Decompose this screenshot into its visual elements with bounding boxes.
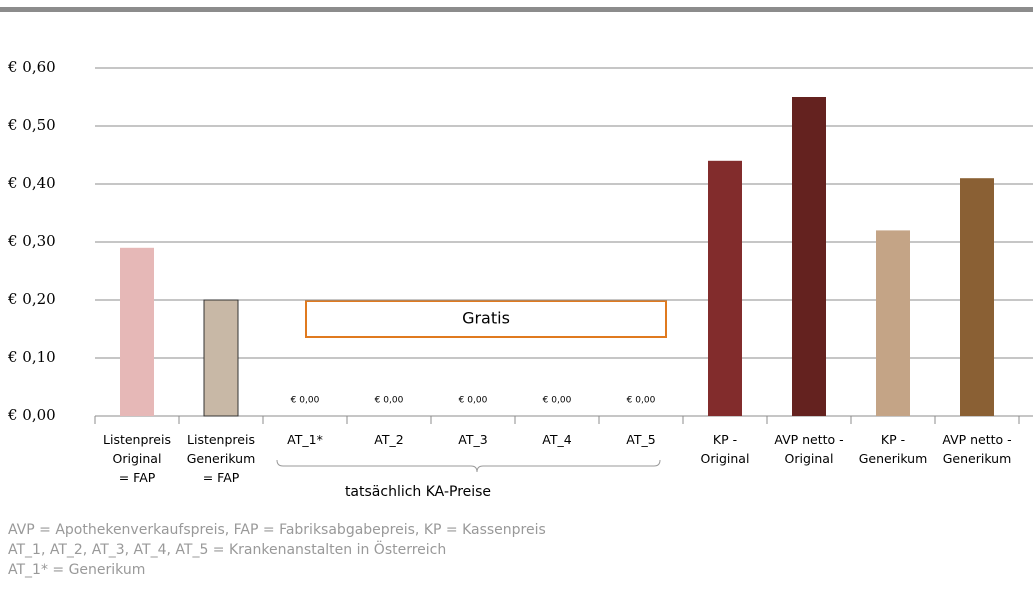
value-label: € 0,00: [375, 396, 404, 406]
x-tick-label-line: AT_1*: [287, 432, 323, 447]
x-tick-label-line: KP -: [713, 432, 737, 447]
x-tick-label-line: Original: [785, 451, 834, 466]
brace: [276, 459, 661, 473]
x-tick-label-line: AT_4: [542, 432, 571, 447]
gratis-label: Gratis: [462, 309, 510, 328]
x-tick-label-line: AT_2: [374, 432, 403, 447]
x-tick-label: Listenpreis Generikum = FAP: [187, 432, 256, 485]
x-tick-label: AT_1*: [287, 432, 323, 447]
brace-label: tatsächlich KA-Preise: [345, 484, 491, 500]
x-tick-label-line: Generikum: [859, 451, 928, 466]
x-tick-label-line: Generikum: [187, 451, 256, 466]
value-label: € 0,00: [627, 396, 656, 406]
x-tick-label: AT_5: [626, 432, 655, 447]
footnote: AVP = Apothekenverkaufspreis, FAP = Fabr…: [8, 522, 546, 538]
x-tick-label: AVP netto - Generikum: [942, 432, 1011, 466]
bar: [792, 97, 826, 416]
x-tick-label-line: Original: [113, 451, 162, 466]
x-tick-label-line: KP -: [881, 432, 905, 447]
x-tick-label: KP - Generikum: [859, 432, 928, 466]
x-tick-label: AT_4: [542, 432, 571, 447]
footnote: AT_1, AT_2, AT_3, AT_4, AT_5 = Krankenan…: [8, 540, 446, 558]
bar: [876, 230, 910, 416]
x-tick-label-line: Listenpreis: [103, 432, 171, 447]
y-tick-label: € 0,20: [7, 290, 56, 308]
y-tick-label: € 0,30: [7, 232, 56, 250]
x-tick-label: AT_3: [458, 432, 487, 447]
x-tick-label: Listenpreis Original = FAP: [103, 432, 171, 485]
footnote: AT_1* = Generikum: [8, 562, 145, 578]
x-tick-label-line: AT_5: [626, 432, 655, 447]
y-tick-label: € 0,50: [7, 116, 56, 134]
bar: [708, 160, 742, 416]
x-tick-label: AVP netto - Original: [774, 432, 843, 466]
y-tick-label: € 0,00: [7, 406, 56, 424]
y-tick-label: € 0,10: [7, 348, 56, 366]
x-tick-label-line: Generikum: [943, 451, 1012, 466]
x-tick-label-line: AVP netto -: [774, 432, 843, 447]
bar: [203, 299, 239, 417]
bar: [120, 247, 154, 416]
value-label: € 0,00: [543, 396, 572, 406]
x-tick-label-line: Original: [701, 451, 750, 466]
y-tick-label: € 0,60: [7, 58, 56, 76]
bar: [960, 178, 994, 416]
x-tick-label-line: = FAP: [119, 470, 156, 485]
y-tick-label: € 0,40: [7, 174, 56, 192]
x-tick-label: KP - Original: [701, 432, 750, 466]
x-tick-label-line: Listenpreis: [187, 432, 255, 447]
x-tick-label-line: = FAP: [203, 470, 240, 485]
x-tick-label-line: AT_3: [458, 432, 487, 447]
top-rule: [0, 7, 1033, 12]
gratis-box: [305, 300, 667, 338]
value-label: € 0,00: [459, 396, 488, 406]
x-tick-label: AT_2: [374, 432, 403, 447]
value-label: € 0,00: [291, 396, 320, 406]
x-tick-label-line: AVP netto -: [942, 432, 1011, 447]
